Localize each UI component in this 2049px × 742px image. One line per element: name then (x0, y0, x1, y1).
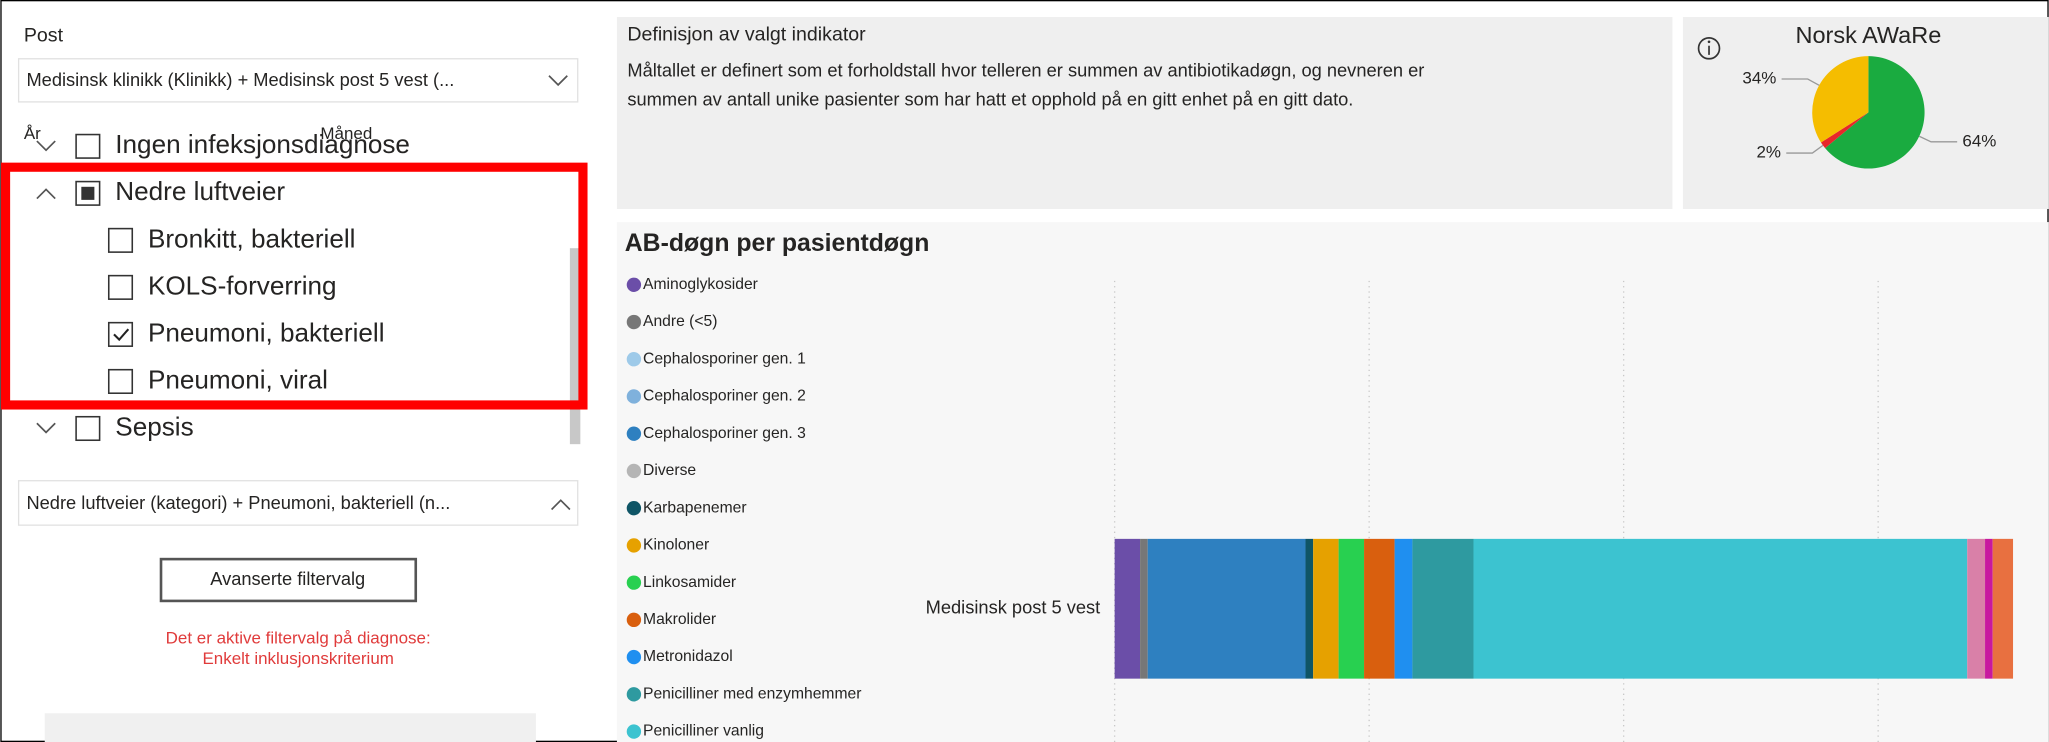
definition-text: summen av antall unike pasienter som har… (627, 88, 1353, 109)
bar-segment (1992, 538, 2014, 679)
tree-chevron[interactable] (36, 188, 56, 200)
bar-segment (1473, 538, 1968, 679)
legend-marker (626, 687, 642, 702)
pie-label: 2% (1756, 143, 1781, 162)
checkbox[interactable] (107, 227, 134, 253)
pie: 64% 2% 34% (1742, 56, 1996, 169)
bar-segment (1967, 538, 1986, 679)
pie-label: 34% (1742, 68, 1776, 87)
legend-marker (626, 463, 642, 479)
bar-segment (1313, 538, 1339, 679)
definition-panel (616, 16, 1673, 210)
tree-chevron[interactable] (36, 422, 56, 434)
legend-marker (626, 612, 642, 628)
legend-marker (626, 724, 642, 739)
scrollbar (569, 248, 581, 445)
legend-marker (626, 538, 642, 553)
legend-label: Aminoglykosider (643, 276, 758, 293)
legend-label: Metronidazol (643, 648, 733, 665)
leader-line (1786, 144, 1824, 154)
definition-text: Måltallet er definert som et forholdstal… (627, 60, 1424, 81)
bar-segment (1140, 538, 1148, 679)
diagnosis-selection: Nedre luftveier (kategori) + Pneumoni, b… (26, 492, 450, 513)
legend-label: Cephalosporiner gen. 2 (643, 388, 806, 405)
info-icon (1707, 40, 1711, 44)
bar-title: AB-døgn per pasientdøgn (625, 230, 930, 257)
legend-label: Kinoloner (643, 537, 709, 554)
legend-label: Karbapenemer (643, 499, 747, 516)
month-label: Måned (320, 124, 372, 143)
pie-slice (1825, 56, 1925, 169)
placeholder-box (44, 713, 536, 742)
post-selection: Medisinsk klinikk (Klinikk) + Medisinsk … (26, 69, 454, 90)
bar-segment (1364, 538, 1395, 679)
pie-slice (1820, 112, 1869, 149)
bar-segment (1394, 538, 1413, 679)
tree: Ingen infeksjonsdiagnose Nedre luftveier B… (36, 129, 410, 442)
legend-marker (626, 314, 642, 330)
legend-label: Makrolider (643, 611, 716, 628)
bar-segment (1147, 538, 1306, 679)
bar-segment (1985, 538, 1993, 679)
bar-segment (1338, 538, 1365, 679)
category-label: Medisinsk post 5 vest (926, 597, 1101, 618)
pie-slice (1812, 56, 1869, 143)
bar-segment (1412, 538, 1474, 679)
checkbox[interactable] (107, 368, 134, 394)
checkbox[interactable] (107, 274, 134, 300)
diagnosis-dropdown[interactable] (17, 480, 579, 526)
advanced-button[interactable] (159, 557, 418, 603)
legend-label: Diverse (643, 462, 696, 479)
legend-label: Penicilliner vanlig (643, 723, 764, 740)
year-label: År (24, 124, 41, 143)
legend-label: Andre (<5) (643, 313, 717, 330)
pie-title: Norsk AWaRe (1795, 22, 1941, 48)
legend-marker (626, 426, 642, 441)
tree-label: Nedre luftveier (115, 176, 285, 206)
legend-marker (626, 277, 642, 292)
checkbox[interactable] (75, 133, 101, 159)
tree-area (18, 141, 578, 479)
definition-title: Definisjon av valgt indikator (627, 23, 866, 45)
tree-label: Pneumoni, bakteriell (148, 317, 385, 347)
warning-line: Det er aktive filtervalg på diagnose: (166, 628, 431, 647)
post-dropdown[interactable] (17, 58, 579, 103)
pie-label: 64% (1962, 131, 1996, 150)
legend-marker (626, 352, 642, 367)
post-label: Post (24, 25, 64, 47)
tree-label: Pneumoni, viral (148, 364, 328, 394)
checkbox[interactable] (107, 321, 134, 347)
checkbox-partial (81, 186, 95, 200)
leader-line (1781, 78, 1820, 86)
bar-segment (1114, 538, 1141, 679)
advanced-button-label: Avanserte filtervalg (210, 568, 365, 589)
tree-label: Sepsis (115, 411, 193, 441)
chevron-up (551, 499, 571, 511)
legend-marker (626, 649, 642, 665)
bar-chart: Aminoglykosider Andre (<5) Cephalosporiner… (626, 276, 2014, 742)
tree-chevron[interactable] (36, 140, 56, 152)
legend-marker (626, 575, 642, 590)
legend-label: Cephalosporiner gen. 1 (643, 350, 806, 367)
checkbox-check (113, 328, 130, 342)
leader-line (1918, 135, 1958, 143)
legend-label: Cephalosporiner gen. 3 (643, 425, 806, 442)
legend-label: Penicilliner med enzymhemmer (643, 685, 861, 702)
checkbox[interactable] (75, 415, 101, 442)
tree-label: KOLS-forverring (148, 270, 337, 300)
legend-marker (626, 500, 642, 516)
highlight-box (0, 162, 588, 410)
legend-marker (626, 389, 642, 404)
bar-segment (1305, 538, 1314, 679)
info-icon[interactable] (1697, 37, 1721, 60)
legend-label: Linkosamider (643, 574, 736, 591)
tree-label: Ingen infeksjonsdiagnose (115, 129, 410, 159)
tree-label: Bronkitt, bakteriell (148, 223, 356, 253)
warning-line: Enkelt inklusjonskriterium (202, 649, 393, 668)
chevron-down (548, 75, 568, 87)
